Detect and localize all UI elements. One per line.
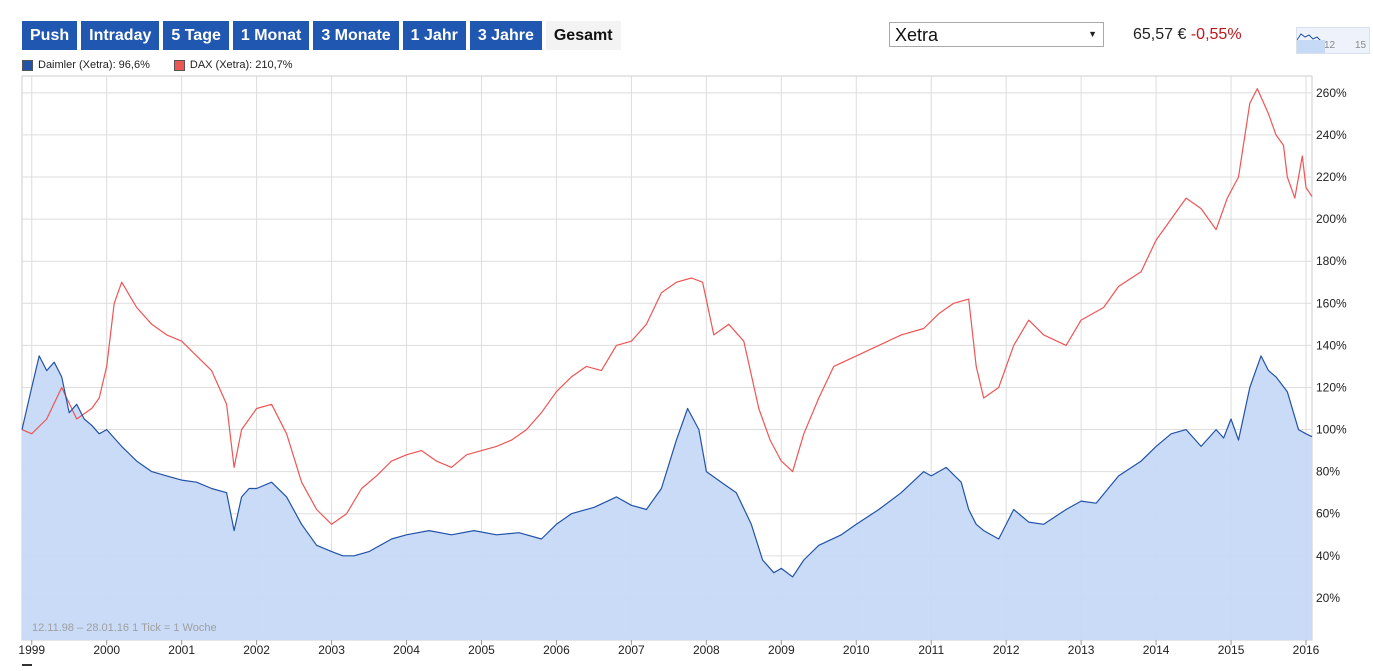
y-tick-label: 160%: [1316, 296, 1347, 310]
y-tick-label: 260%: [1316, 86, 1347, 100]
x-tick-label: 2000: [93, 643, 120, 657]
x-tick-label: 2012: [993, 643, 1020, 657]
x-tick-label: 2003: [318, 643, 345, 657]
legend-label-dax: DAX (Xetra): 210,7%: [189, 59, 293, 71]
y-tick-label: 120%: [1316, 380, 1347, 394]
mini-chart-tick: 12: [1324, 40, 1336, 51]
quote-change: -0,55%: [1190, 26, 1242, 43]
time-range-tabs: Push Intraday 5 Tage 1 Monat 3 Monate 1 Jahr 3…: [22, 21, 621, 50]
y-tick-label: 20%: [1316, 591, 1340, 605]
y-tick-label: 200%: [1316, 212, 1347, 226]
tab-push[interactable]: Push: [22, 21, 78, 50]
mini-chart-graphic: [1297, 33, 1326, 53]
y-tick-label: 80%: [1316, 465, 1340, 479]
x-tick-label: 2010: [843, 643, 870, 657]
tab-intraday[interactable]: Intraday: [81, 21, 160, 50]
x-tick-label: 2013: [1068, 643, 1095, 657]
y-tick-label: 240%: [1316, 128, 1347, 142]
chevron-down-icon: ▼: [1088, 29, 1097, 39]
exchange-select-value: Xetra: [895, 25, 939, 45]
y-tick-label: 140%: [1316, 338, 1347, 352]
exchange-select[interactable]: Xetra ▼: [889, 22, 1104, 47]
legend-swatch-daimler: [22, 59, 33, 71]
y-tick-label: 100%: [1316, 423, 1347, 437]
x-tick-label: 2001: [168, 643, 195, 657]
x-tick-label: 2016: [1293, 643, 1320, 657]
mini-chart-tick: 15: [1355, 40, 1367, 51]
y-tick-label: 40%: [1316, 549, 1340, 563]
x-tick-label: 2005: [468, 643, 495, 657]
y-tick-label: 60%: [1316, 507, 1340, 521]
series-line-daimler: [21, 355, 1313, 578]
mini-overview-chart[interactable]: 12 15: [1296, 27, 1370, 54]
legend-item-daimler: Daimler (Xetra): 96,6%: [22, 59, 150, 71]
x-tick-label: 2008: [693, 643, 720, 657]
legend-item-dax: DAX (Xetra): 210,7%: [173, 59, 293, 71]
tab-gesamt[interactable]: Gesamt: [545, 21, 621, 50]
tab-3-jahre[interactable]: 3 Jahre: [469, 21, 542, 50]
tab-5-tage[interactable]: 5 Tage: [163, 21, 229, 50]
x-tick-label: 2007: [618, 643, 645, 657]
x-tick-label: 1999: [18, 643, 45, 657]
tab-3-monate[interactable]: 3 Monate: [313, 21, 399, 50]
footer-marker: [22, 664, 32, 666]
legend-label-daimler: Daimler (Xetra): 96,6%: [38, 59, 150, 71]
x-tick-label: 2006: [543, 643, 570, 657]
quote-price: 65,57 €: [1133, 26, 1187, 43]
x-tick-label: 2014: [1143, 643, 1170, 657]
legend-swatch-dax: [173, 59, 185, 71]
series-line-dax: [21, 87, 1313, 525]
series-area-daimler: [22, 355, 1312, 640]
y-tick-label: 180%: [1316, 254, 1347, 268]
x-tick-label: 2009: [768, 643, 795, 657]
chart-legend: Daimler (Xetra): 96,6% DAX (Xetra): 210,…: [22, 59, 293, 71]
tab-1-jahr[interactable]: 1 Jahr: [402, 21, 466, 50]
tab-1-monat[interactable]: 1 Monat: [232, 21, 310, 50]
x-tick-label: 2002: [243, 643, 270, 657]
x-tick-label: 2004: [393, 643, 420, 657]
x-tick-label: 2015: [1218, 643, 1245, 657]
chart-info-text: 12.11.98 – 28.01.16 1 Tick = 1 Woche: [32, 622, 217, 634]
quote: 65,57 € -0,55%: [1133, 26, 1242, 44]
x-tick-label: 2011: [918, 643, 944, 657]
y-tick-label: 220%: [1316, 170, 1347, 184]
